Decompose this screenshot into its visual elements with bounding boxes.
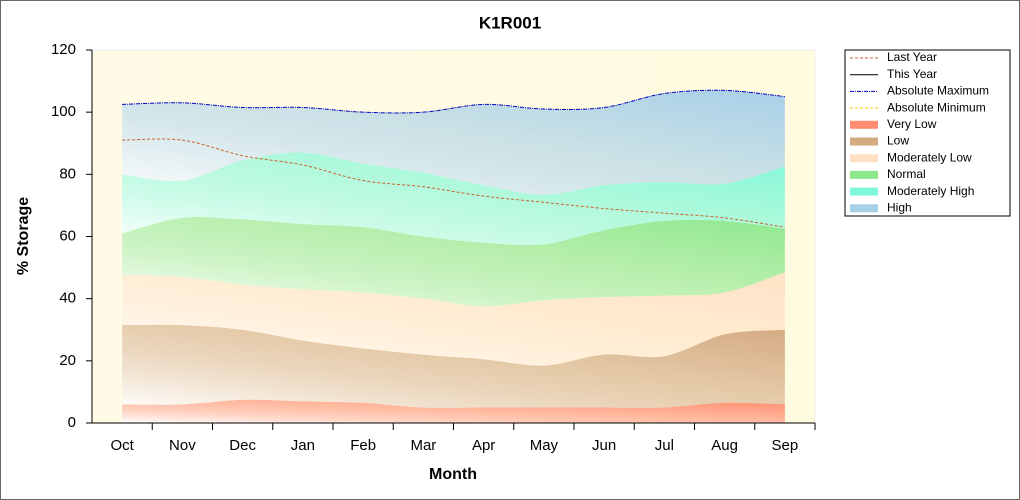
area-band <box>122 152 785 246</box>
x-tick-label: Apr <box>472 437 495 454</box>
legend-label: Low <box>887 134 909 148</box>
y-tick-label: 80 <box>59 165 76 182</box>
axes: 0 20 40 60 80 100 120 Oct Nov Dec Jan Feb Mar Apr May J… <box>51 41 816 454</box>
lines <box>122 89 785 228</box>
x-tick-label: Jan <box>291 437 315 454</box>
legend-label: Very Low <box>887 117 937 131</box>
x-tick-label: Dec <box>229 437 256 454</box>
legend-label: Moderately Low <box>887 150 972 164</box>
legend-label: Last Year <box>887 50 937 64</box>
legend-label: Absolute Maximum <box>887 84 989 98</box>
areas <box>122 90 785 423</box>
x-axis-label: Month <box>429 466 477 483</box>
x-tick-label: May <box>530 437 559 454</box>
y-tick-label: 60 <box>59 227 76 244</box>
y-axis-label: % Storage <box>15 197 32 275</box>
x-tick-label: Oct <box>110 437 134 454</box>
area-band <box>122 399 785 423</box>
legend-swatch <box>850 154 878 163</box>
y-tick-label: 0 <box>68 414 76 431</box>
area-band <box>122 216 785 307</box>
legend-entries: Last Year This Year Absolute Maximum Absolu… <box>850 50 989 214</box>
series-line <box>122 89 785 114</box>
series-line <box>122 138 785 228</box>
x-tick-label: Jun <box>592 437 616 454</box>
y-tick-label: 40 <box>59 290 76 307</box>
legend-swatch <box>850 187 878 196</box>
chart-title: K1R001 <box>479 13 541 32</box>
legend-label: This Year <box>887 67 937 81</box>
y-tick-label: 20 <box>59 352 76 369</box>
x-tick-label: Sep <box>772 437 799 454</box>
y-tick-label: 100 <box>51 103 76 120</box>
x-tick-label: Feb <box>350 437 376 454</box>
legend-swatch <box>850 137 878 146</box>
x-tick-label: Nov <box>169 437 196 454</box>
legend-label: High <box>887 200 912 214</box>
y-tick-label: 120 <box>51 41 76 58</box>
area-band <box>122 324 785 408</box>
x-tick-label: Aug <box>711 437 738 454</box>
legend-label: Normal <box>887 167 926 181</box>
legend-label: Moderately High <box>887 184 974 198</box>
legend-label: Absolute Minimum <box>887 100 986 114</box>
x-tick-label: Jul <box>655 437 674 454</box>
legend-swatch <box>850 170 878 179</box>
legend-swatch <box>850 204 878 213</box>
area-band <box>122 90 785 195</box>
x-tick-label: Mar <box>410 437 436 454</box>
legend-swatch <box>850 120 878 129</box>
area-band <box>122 272 785 366</box>
